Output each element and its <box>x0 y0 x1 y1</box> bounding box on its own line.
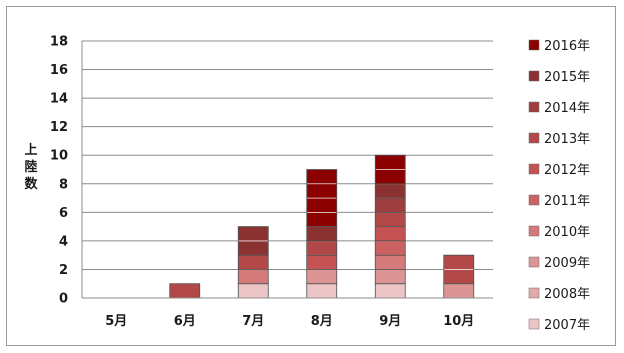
legend-label: 2016年 <box>544 39 590 54</box>
legend-swatch <box>528 256 540 268</box>
y-tick-label: 10 <box>50 149 68 164</box>
bar-segment <box>237 226 269 242</box>
bar-segment <box>306 183 338 199</box>
legend-swatch <box>528 287 540 299</box>
legend-label: 2007年 <box>544 318 590 333</box>
axes <box>81 41 493 299</box>
bar-segment <box>237 283 269 299</box>
bar-segment <box>237 240 269 256</box>
y-tick-label: 18 <box>50 35 68 50</box>
legend: 2016年 2015年 2014年 2013年 2012年 2011年 2010年 2009年… <box>528 39 590 333</box>
x-tick-label: 10月 <box>443 314 474 329</box>
legend-swatch <box>528 318 540 330</box>
legend-label: 2014年 <box>544 101 590 116</box>
bar-segment <box>306 226 338 242</box>
y-tick-label: 12 <box>50 120 68 135</box>
bar-segment <box>374 283 406 299</box>
x-tick-label: 6月 <box>174 314 196 329</box>
legend-label: 2011年 <box>544 194 590 209</box>
y-axis-label: 上陸数 <box>24 143 38 192</box>
legend-swatch <box>528 132 540 144</box>
bar-segment <box>306 197 338 213</box>
y-axis-label-char: 数 <box>24 176 38 192</box>
y-tick-label: 2 <box>59 263 68 278</box>
y-tick-label: 0 <box>59 292 68 307</box>
legend-label: 2008年 <box>544 287 590 302</box>
x-tick-label: 8月 <box>311 314 333 329</box>
y-axis-label-char: 上 <box>24 143 37 158</box>
bar-segment <box>306 212 338 227</box>
bars <box>169 154 475 299</box>
bar-segment <box>306 283 338 299</box>
legend-swatch <box>528 163 540 175</box>
bar-outline <box>443 254 475 285</box>
y-axis-label-char: 陸 <box>24 159 37 175</box>
legend-label: 2013年 <box>544 132 590 147</box>
y-tick-label: 6 <box>59 206 68 221</box>
x-tick-labels: 5月 6月 7月 8月 9月 10月 <box>105 314 474 329</box>
bar-segment <box>237 254 269 270</box>
bar-segment <box>374 183 406 199</box>
y-tick-label: 4 <box>59 234 68 249</box>
legend-swatch <box>528 70 540 82</box>
y-tick-label: 8 <box>59 177 68 192</box>
bar-segment <box>443 283 475 299</box>
legend-label: 2015年 <box>544 70 590 85</box>
bar-segment <box>374 269 406 285</box>
bar-outline <box>237 226 269 256</box>
y-tick-labels: 0 2 4 6 8 10 12 14 16 18 <box>50 35 68 307</box>
bar-segment <box>306 169 338 185</box>
legend-swatch <box>528 194 540 206</box>
bar-outline <box>374 154 406 185</box>
grid-lines <box>82 40 493 270</box>
x-tick-label: 9月 <box>379 314 401 329</box>
legend-swatch <box>528 101 540 113</box>
legend-label: 2010年 <box>544 225 590 240</box>
chart-frame: 0 2 4 6 8 10 12 14 16 18 5月 6月 7月 8月 9月 10月 上陸数 2016年 2… <box>6 6 616 346</box>
bar-segment <box>443 254 475 270</box>
bar-segment <box>237 269 269 285</box>
bar-segment <box>374 254 406 270</box>
bar-segment <box>374 212 406 227</box>
bar-segment <box>306 269 338 285</box>
bar-segment <box>306 254 338 270</box>
bar-segment <box>374 197 406 213</box>
bar-segment <box>306 240 338 256</box>
x-tick-label: 5月 <box>105 314 127 329</box>
y-tick-label: 14 <box>50 92 68 107</box>
bar-segment <box>374 226 406 242</box>
legend-swatch <box>528 225 540 237</box>
legend-swatch <box>528 39 540 51</box>
bar-segment <box>169 283 201 299</box>
bar-segment <box>374 154 406 170</box>
legend-label: 2009年 <box>544 256 590 271</box>
x-tick-label: 7月 <box>242 314 264 329</box>
bar-segment <box>374 240 406 256</box>
bar-segment <box>443 269 475 285</box>
bar-segment <box>374 169 406 185</box>
bar-outline <box>306 169 338 228</box>
legend-label: 2012年 <box>544 163 590 178</box>
y-tick-label: 16 <box>50 63 68 78</box>
